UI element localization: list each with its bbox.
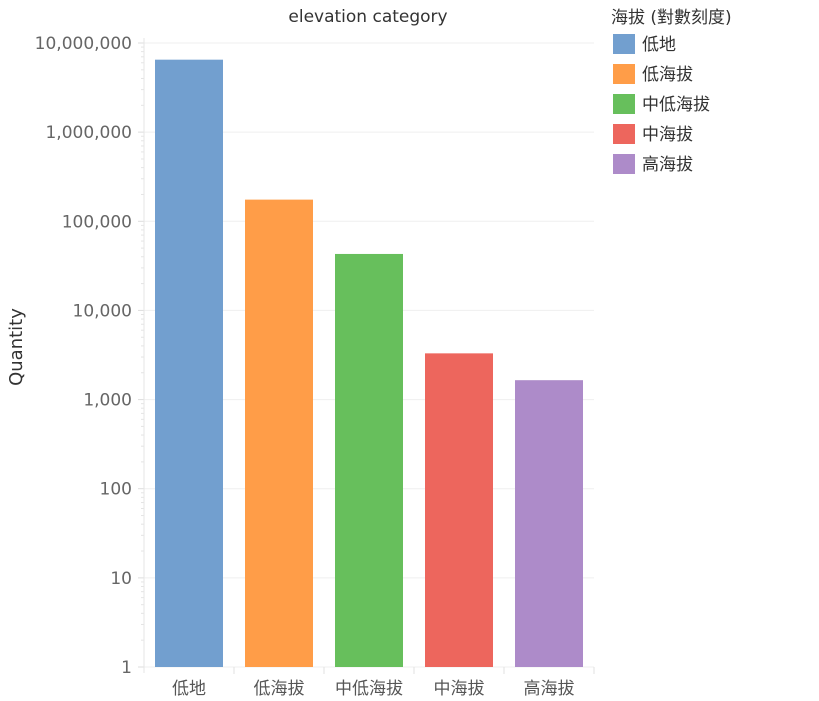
bar xyxy=(335,253,403,667)
bar xyxy=(515,380,583,667)
y-tick-label: 1 xyxy=(121,658,132,678)
bar xyxy=(245,199,313,667)
x-tick-label: 高海拔 xyxy=(524,679,575,699)
legend-label: 低地 xyxy=(642,35,676,55)
legend-swatch xyxy=(613,94,635,114)
x-tick-label: 中低海拔 xyxy=(335,679,403,699)
legend-swatch xyxy=(613,64,635,84)
legend-swatch xyxy=(613,34,635,54)
x-axis-ticks: 低地 低海拔 中低海拔 中海拔 高海拔 xyxy=(172,679,575,699)
y-tick-label: 100 xyxy=(100,480,132,500)
y-axis-ticks: 1 10 100 1,000 10,000 100,000 1,000,000 10,000,… xyxy=(35,34,132,678)
y-tick-label: 10 xyxy=(110,569,132,589)
legend-label: 低海拔 xyxy=(642,65,693,85)
x-tick-label: 低地 xyxy=(172,679,206,699)
bar xyxy=(155,59,223,668)
chart-title: elevation category xyxy=(288,7,447,27)
y-tick-label: 1,000,000 xyxy=(45,123,132,143)
legend-label: 中低海拔 xyxy=(642,95,710,115)
y-tick-label: 10,000,000 xyxy=(35,34,132,54)
y-tick-label: 1,000 xyxy=(83,391,132,411)
legend-label: 中海拔 xyxy=(642,125,693,145)
legend-label: 高海拔 xyxy=(642,155,693,175)
y-tick-label: 10,000 xyxy=(73,301,132,321)
legend-title: 海拔 (對數刻度) xyxy=(611,8,732,28)
y-tick-label: 100,000 xyxy=(62,212,132,232)
bar xyxy=(425,353,493,667)
legend-swatch xyxy=(613,154,635,174)
y-axis-label: Quantity xyxy=(6,308,27,386)
x-tick-label: 低海拔 xyxy=(254,679,305,699)
bars xyxy=(155,59,583,668)
legend-swatch xyxy=(613,124,635,144)
x-tick-label: 中海拔 xyxy=(434,679,485,699)
